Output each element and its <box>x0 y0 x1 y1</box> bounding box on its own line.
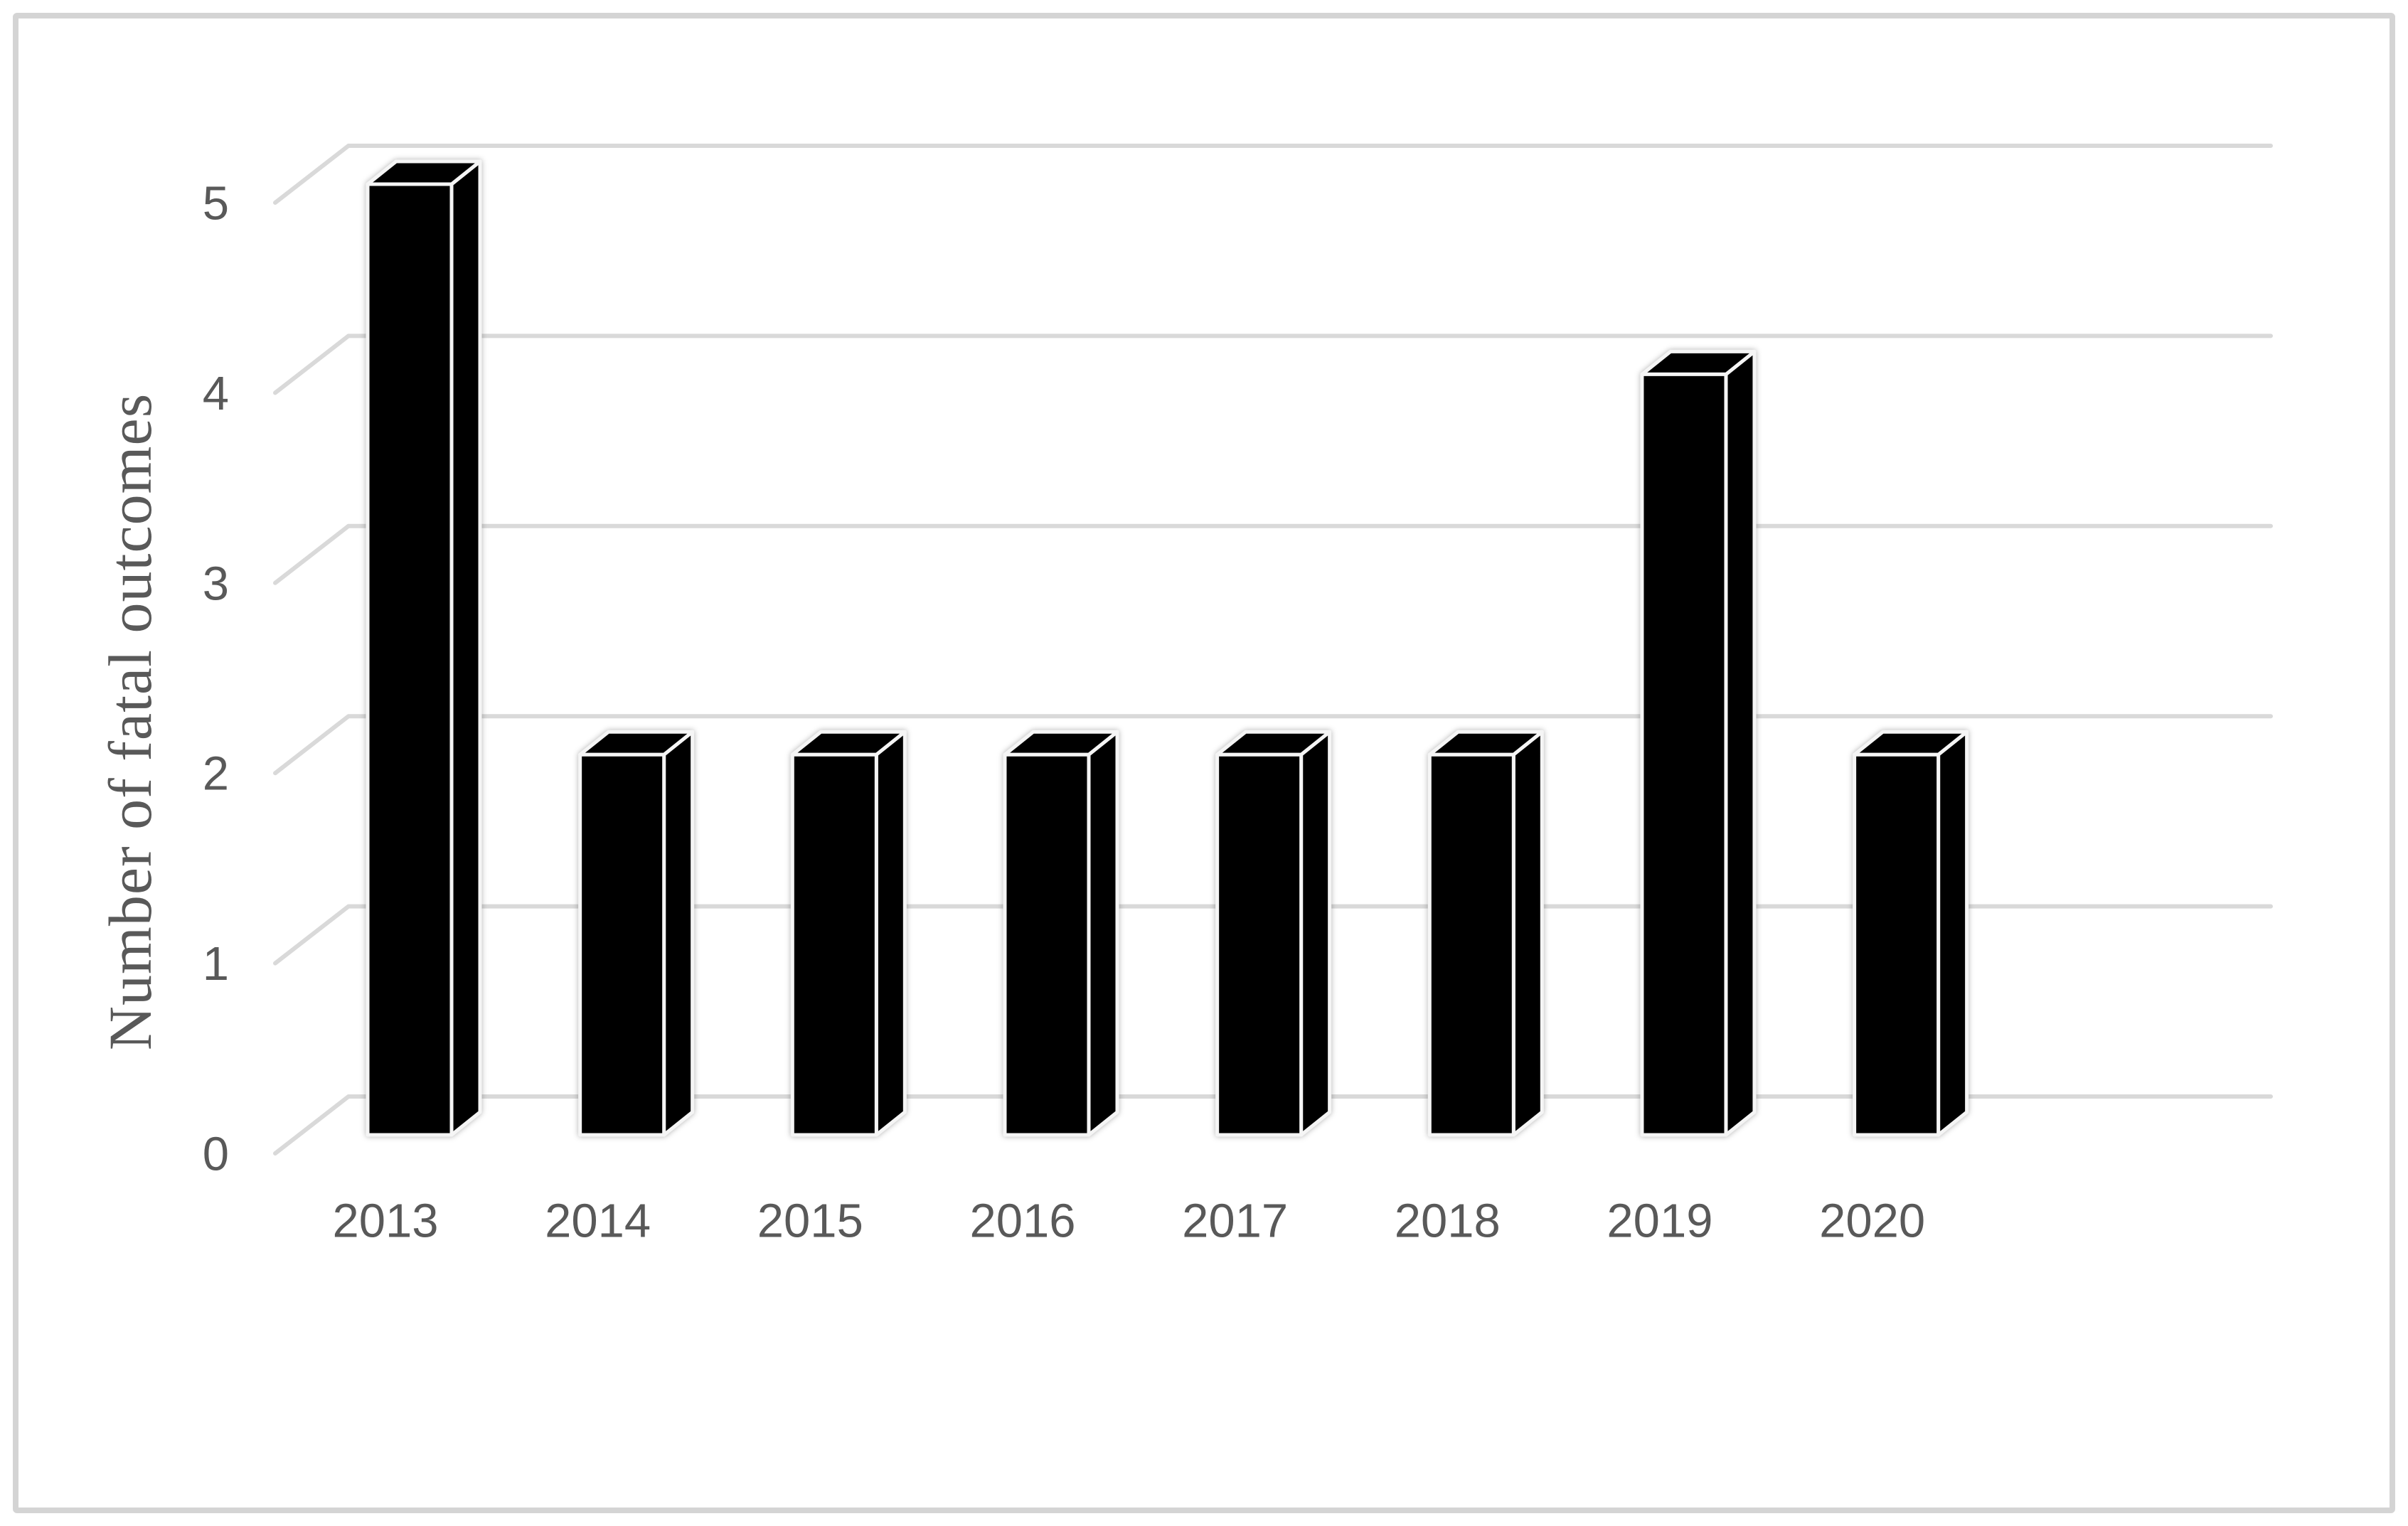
gridline-5 <box>273 144 2273 205</box>
gridline-3 <box>273 523 2273 585</box>
y-tick-label-5: 5 <box>203 176 229 230</box>
gridline-0 <box>273 1094 2273 1156</box>
x-category-label-2014: 2014 <box>545 1194 651 1247</box>
gridline-2 <box>273 714 2273 776</box>
bar-side-face <box>662 730 695 1137</box>
bar-side-face <box>449 159 482 1137</box>
y-tick-label-2: 2 <box>203 747 229 801</box>
bar-side-face <box>1087 730 1119 1137</box>
x-category-label-2017: 2017 <box>1182 1194 1288 1247</box>
bar-side-face <box>1511 730 1544 1137</box>
y-tick-label-1: 1 <box>203 937 229 991</box>
bar-2014 <box>578 730 695 1137</box>
y-tick-label-3: 3 <box>203 557 229 610</box>
x-category-label-2015: 2015 <box>757 1194 863 1247</box>
bar-2020 <box>1853 730 1969 1137</box>
bar-2015 <box>790 730 907 1137</box>
bar-2019 <box>1640 349 1757 1137</box>
bar-front-face <box>1215 752 1304 1137</box>
bar-front-face <box>1853 752 1941 1137</box>
x-category-label-2016: 2016 <box>969 1194 1075 1247</box>
bar-front-face <box>366 182 454 1137</box>
bar-front-face <box>1427 752 1515 1137</box>
bar-front-face <box>578 752 666 1137</box>
bar-front-face <box>790 752 878 1137</box>
x-category-label-2019: 2019 <box>1607 1194 1712 1247</box>
x-category-label-2020: 2020 <box>1819 1194 1925 1247</box>
bar-side-face <box>874 730 907 1137</box>
bar-2013 <box>366 159 482 1137</box>
bar-2017 <box>1215 730 1332 1137</box>
gridline-1 <box>273 904 2273 966</box>
bar-front-face <box>1640 372 1728 1137</box>
gridline-4 <box>273 334 2273 395</box>
bar-front-face <box>1003 752 1091 1137</box>
x-category-label-2018: 2018 <box>1395 1194 1501 1247</box>
bar-side-face <box>1724 349 1757 1137</box>
y-tick-label-0: 0 <box>203 1127 229 1180</box>
bar-side-face <box>1936 730 1969 1137</box>
bar-side-face <box>1299 730 1332 1137</box>
bar-2016 <box>1003 730 1119 1137</box>
y-axis-title: Number of fatal outcomes <box>96 393 164 1051</box>
x-category-label-2013: 2013 <box>332 1194 438 1247</box>
bar-2018 <box>1427 730 1544 1137</box>
y-tick-label-4: 4 <box>203 367 229 420</box>
